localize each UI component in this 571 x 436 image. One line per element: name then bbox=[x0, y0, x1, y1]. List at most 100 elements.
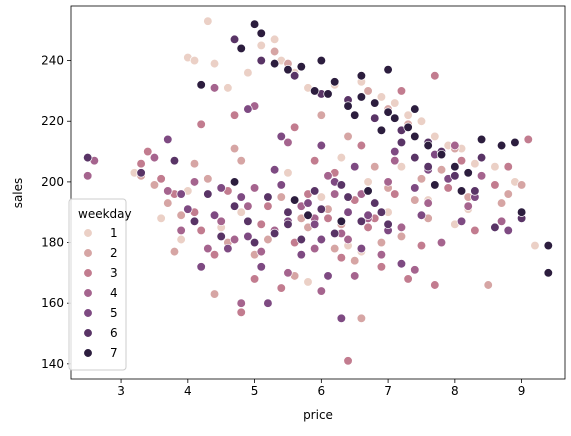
legend-label-4: 4 bbox=[110, 286, 118, 300]
point-weekday-6-26 bbox=[490, 222, 500, 233]
point-weekday-4-8 bbox=[236, 298, 246, 308]
point-weekday-1-20 bbox=[470, 159, 480, 169]
point-weekday-6-17 bbox=[356, 216, 367, 226]
point-weekday-4-33 bbox=[323, 171, 333, 181]
point-weekday-3-12 bbox=[310, 156, 320, 166]
point-weekday-4-36 bbox=[83, 171, 93, 181]
point-weekday-4-14 bbox=[310, 243, 320, 254]
point-weekday-7-14 bbox=[383, 107, 393, 117]
point-weekday-5-18 bbox=[343, 207, 353, 217]
point-weekday-5-6 bbox=[236, 192, 246, 202]
plot-frame bbox=[70, 5, 566, 380]
point-weekday-1-7 bbox=[269, 34, 280, 45]
point-weekday-5-27 bbox=[456, 216, 467, 226]
point-weekday-4-38 bbox=[343, 234, 353, 245]
point-weekday-4-21 bbox=[383, 177, 393, 187]
point-weekday-3-24 bbox=[456, 156, 467, 166]
legend: weekday 1 2 3 4 5 6 7 bbox=[68, 198, 132, 371]
point-weekday-1-21 bbox=[490, 162, 500, 172]
point-weekday-6-33 bbox=[370, 113, 380, 123]
point-weekday-3-29 bbox=[196, 119, 206, 129]
point-weekday-3-21 bbox=[416, 240, 427, 251]
point-weekday-3-5 bbox=[209, 250, 220, 260]
point-weekday-6-13 bbox=[310, 186, 320, 196]
point-weekday-7-35 bbox=[289, 195, 300, 205]
point-weekday-3-26 bbox=[490, 180, 500, 190]
point-weekday-1-30 bbox=[283, 168, 293, 178]
point-weekday-7-39 bbox=[229, 177, 240, 187]
point-weekday-5-36 bbox=[269, 165, 280, 175]
point-weekday-7-30 bbox=[383, 65, 393, 75]
point-weekday-7-5 bbox=[310, 86, 320, 96]
point-weekday-1-5 bbox=[243, 68, 253, 78]
point-weekday-6-22 bbox=[423, 162, 433, 172]
point-weekday-6-10 bbox=[269, 228, 280, 239]
point-weekday-5-24 bbox=[416, 210, 427, 220]
point-weekday-2-4 bbox=[189, 159, 200, 169]
point-weekday-6-16 bbox=[343, 192, 353, 202]
point-weekday-4-26 bbox=[450, 140, 460, 151]
point-weekday-2-10 bbox=[263, 234, 273, 245]
point-weekday-5-14 bbox=[316, 234, 326, 245]
point-weekday-5-9 bbox=[263, 298, 273, 308]
point-weekday-5-17 bbox=[336, 313, 347, 324]
legend-label-2: 2 bbox=[110, 246, 118, 260]
point-weekday-6-38 bbox=[336, 180, 347, 190]
point-weekday-4-29 bbox=[496, 216, 507, 226]
point-weekday-1-14 bbox=[390, 98, 400, 108]
point-weekday-7-19 bbox=[436, 149, 447, 160]
point-weekday-5-15 bbox=[323, 271, 333, 281]
point-weekday-2-27 bbox=[496, 198, 507, 208]
point-weekday-3-28 bbox=[523, 134, 533, 145]
y-tick-label-2: 180 bbox=[41, 236, 64, 250]
point-weekday-7-0 bbox=[196, 80, 206, 90]
point-weekday-6-20 bbox=[396, 137, 407, 148]
point-weekday-3-7 bbox=[236, 307, 246, 317]
point-weekday-3-22 bbox=[430, 280, 440, 290]
point-weekday-4-1 bbox=[149, 152, 160, 163]
point-weekday-4-9 bbox=[249, 183, 260, 193]
y-tick-label-3: 200 bbox=[41, 175, 64, 189]
point-weekday-2-3 bbox=[176, 210, 186, 220]
point-weekday-7-32 bbox=[430, 180, 440, 190]
point-weekday-3-36 bbox=[136, 159, 146, 169]
point-weekday-6-4 bbox=[203, 189, 213, 199]
point-weekday-3-4 bbox=[196, 225, 206, 236]
point-weekday-7-6 bbox=[316, 55, 326, 66]
point-weekday-4-32 bbox=[283, 137, 293, 148]
x-tick-label-2: 5 bbox=[251, 384, 259, 398]
legend-marker-4 bbox=[83, 288, 93, 298]
point-weekday-4-27 bbox=[463, 201, 473, 211]
legend-label-7: 7 bbox=[110, 346, 118, 360]
x-axis-label: price bbox=[303, 408, 333, 422]
point-weekday-1-37 bbox=[176, 234, 186, 245]
point-weekday-7-3 bbox=[283, 65, 293, 75]
point-weekday-4-15 bbox=[316, 286, 326, 296]
point-weekday-2-42 bbox=[503, 189, 513, 199]
point-weekday-2-28 bbox=[516, 180, 527, 190]
point-weekday-2-11 bbox=[276, 192, 286, 202]
point-weekday-5-10 bbox=[276, 180, 286, 190]
point-weekday-1-43 bbox=[236, 207, 246, 217]
legend-label-6: 6 bbox=[110, 326, 118, 340]
point-weekday-5-12 bbox=[296, 250, 306, 260]
point-weekday-4-16 bbox=[330, 189, 340, 199]
point-weekday-4-3 bbox=[176, 225, 186, 236]
point-weekday-4-2 bbox=[163, 186, 173, 196]
point-weekday-3-37 bbox=[256, 219, 266, 229]
x-tick-label-5: 8 bbox=[451, 384, 459, 398]
point-weekday-7-15 bbox=[390, 113, 400, 123]
point-weekday-6-7 bbox=[243, 216, 253, 226]
point-weekday-3-25 bbox=[470, 225, 480, 236]
point-weekday-3-8 bbox=[249, 274, 260, 284]
point-weekday-1-38 bbox=[303, 277, 313, 287]
point-weekday-4-6 bbox=[216, 216, 226, 226]
point-weekday-5-37 bbox=[310, 219, 320, 229]
point-weekday-1-34 bbox=[396, 162, 407, 172]
point-weekday-7-29 bbox=[356, 71, 367, 81]
point-weekday-5-7 bbox=[243, 231, 253, 242]
point-weekday-2-21 bbox=[410, 195, 420, 205]
x-axis: 3 4 5 6 7 8 9 bbox=[117, 379, 525, 398]
